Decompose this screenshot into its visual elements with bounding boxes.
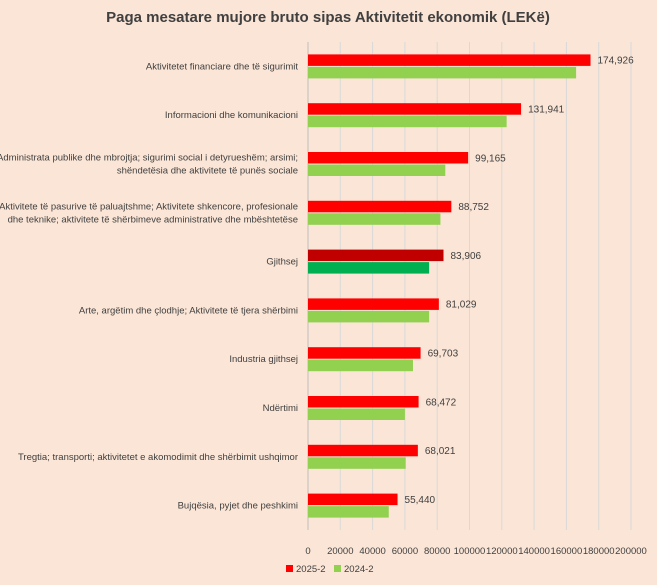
x-tick-label: 60000 (392, 546, 418, 557)
legend-label: 2025-2 (296, 564, 326, 575)
bar-2024-2 (308, 310, 430, 323)
data-label: 55,440 (405, 495, 436, 506)
bar-2024-2 (308, 213, 441, 225)
data-labels: 174,926 131,941 99,165 88,752 83,906 81,029 69… (405, 56, 635, 506)
data-label: 174,926 (598, 56, 635, 67)
bar-2025-2 (308, 54, 591, 66)
chart-title: Paga mesatare mujore bruto sipas Aktivit… (106, 9, 550, 26)
x-tick-label: 80000 (424, 546, 450, 557)
data-label: 88,752 (458, 202, 489, 213)
category-label: Administrata publike dhe mbrojtja; sigur… (0, 153, 298, 164)
category-label: dhe teknike; aktivitete të shërbimeve ad… (8, 214, 298, 225)
bars (308, 54, 591, 518)
bar-2025-2 (308, 200, 452, 213)
category-labels: Aktivitetet financiare dhe të sigurimit I… (0, 61, 298, 511)
x-tick-label: 180000 (583, 546, 615, 557)
bar-2025-2 (308, 103, 522, 115)
bar-2024-2 (308, 408, 405, 420)
category-label: Aktivitete të pasurive të paluajtshme; A… (0, 201, 298, 212)
x-tick-label: 160000 (551, 546, 583, 557)
x-tick-label: 140000 (518, 546, 550, 557)
category-label: Arte, argëtim dhe çlodhje; Aktivitete të… (79, 305, 298, 316)
x-tick-label: 40000 (359, 546, 385, 557)
bar-2024-2 (308, 457, 406, 469)
bar-2025-2 (308, 396, 419, 408)
x-tick-label: 100000 (454, 546, 486, 557)
x-tick-label: 20000 (327, 546, 353, 557)
legend-label: 2024-2 (344, 564, 374, 575)
bar-2025-2 (308, 298, 439, 310)
bar-2024-2 (308, 262, 430, 274)
bar-2024-2 (308, 164, 446, 176)
x-tick-label: 0 (305, 546, 310, 557)
category-label: Informacioni dhe komunikacioni (165, 110, 298, 121)
x-tick-label: 120000 (486, 546, 518, 557)
category-label: Gjithsej (266, 257, 298, 268)
legend: 2025-2 2024-2 (286, 564, 374, 575)
x-axis-ticks: 0 20000 40000 60000 80000 100000 120000 140000 1… (305, 546, 647, 557)
bar-2024-2 (308, 359, 413, 372)
category-label: Ndërtimi (263, 403, 298, 414)
data-label: 68,472 (426, 397, 457, 408)
bar-2024-2 (308, 506, 389, 518)
data-label: 83,906 (451, 251, 482, 262)
category-label: Industria gjithsej (229, 354, 298, 365)
bar-2025-2 (308, 152, 469, 164)
data-label: 131,941 (528, 104, 565, 115)
x-tick-label: 200000 (615, 546, 647, 557)
bar-2024-2 (308, 66, 577, 79)
bar-2025-2 (308, 249, 444, 262)
legend-swatch (286, 565, 293, 572)
data-label: 69,703 (428, 348, 459, 359)
data-label: 99,165 (475, 153, 506, 164)
bar-2025-2 (308, 493, 398, 506)
bar-2025-2 (308, 444, 418, 457)
bar-2025-2 (308, 347, 421, 359)
data-label: 68,021 (425, 446, 456, 457)
data-label: 81,029 (446, 300, 477, 311)
grid (307, 42, 632, 530)
bar-2024-2 (308, 115, 507, 128)
category-label: Aktivitetet financiare dhe të sigurimit (146, 61, 298, 72)
category-label: shëndetësia dhe aktivitete të punës soci… (117, 166, 298, 177)
category-label: Tregtia; transporti; aktivitetet e akomo… (18, 452, 298, 463)
legend-swatch (334, 565, 341, 572)
category-label: Bujqësia, pyjet dhe peshkimi (178, 501, 298, 512)
